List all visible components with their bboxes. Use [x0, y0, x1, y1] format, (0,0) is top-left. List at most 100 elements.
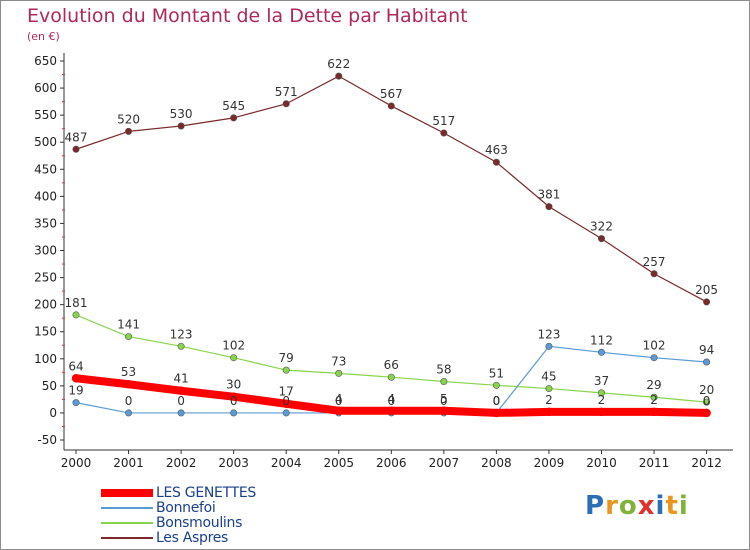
data-point: [334, 406, 343, 416]
data-label: 73: [331, 354, 346, 368]
data-point: [72, 399, 80, 407]
data-point: [649, 407, 659, 417]
x-tick-label: 2003: [218, 456, 249, 470]
x-tick-label: 2006: [376, 456, 407, 470]
legend-swatch: [101, 507, 153, 509]
data-label: 19: [68, 384, 83, 398]
legend-label: Bonsmoulins: [156, 515, 243, 531]
data-point: [177, 122, 185, 130]
legend-item: Bonsmoulins: [101, 515, 341, 531]
y-tick-label: 0: [49, 406, 57, 420]
data-point: [545, 342, 553, 350]
legend-swatch: [101, 537, 153, 539]
data-point: [72, 311, 80, 319]
data-label: 0: [282, 394, 290, 408]
x-tick-label: 2004: [271, 456, 302, 470]
logo-letter: t: [665, 491, 679, 521]
data-point: [282, 100, 290, 108]
y-tick-label: 500: [34, 135, 57, 149]
data-point: [597, 389, 605, 397]
data-label: 5: [440, 392, 448, 406]
data-label: 41: [173, 372, 188, 386]
y-tick-label: 250: [34, 271, 57, 285]
x-tick-label: 2009: [534, 456, 565, 470]
data-label: 4: [335, 392, 343, 406]
data-label: 257: [643, 255, 666, 269]
legend-label: Bonnefoi: [156, 500, 216, 516]
x-tick-label: 2001: [113, 456, 144, 470]
data-label: 2: [598, 393, 606, 407]
data-point: [492, 408, 501, 418]
legend-item: Les Aspres: [101, 530, 341, 546]
data-label: 30: [226, 378, 241, 392]
data-point: [387, 373, 395, 381]
x-tick-label: 2010: [586, 456, 617, 470]
data-label: 53: [121, 365, 136, 379]
data-point: [440, 378, 448, 386]
data-point: [125, 409, 133, 417]
data-label: 181: [65, 296, 88, 310]
data-point: [703, 358, 711, 366]
data-label: 0: [440, 394, 448, 408]
data-point: [597, 348, 605, 356]
data-label: 0: [125, 394, 133, 408]
legend-item: Bonnefoi: [101, 500, 341, 516]
data-label: 487: [65, 130, 88, 144]
data-label: 29: [646, 378, 661, 392]
x-tick-label: 2000: [61, 456, 92, 470]
data-label: 0: [387, 394, 395, 408]
data-point: [125, 127, 133, 135]
data-point: [125, 333, 133, 341]
y-tick-label: 200: [34, 298, 57, 312]
data-point: [230, 354, 238, 362]
data-point: [703, 398, 711, 406]
data-point: [703, 298, 711, 306]
logo-letter: i: [678, 491, 689, 521]
data-point: [124, 379, 133, 389]
data-point: [282, 366, 290, 374]
data-label: 622: [327, 57, 350, 71]
data-label: 51: [489, 366, 504, 380]
data-label: 463: [485, 143, 508, 157]
data-point: [545, 203, 553, 211]
y-tick-label: 600: [34, 81, 57, 95]
data-point: [282, 409, 290, 417]
data-point: [176, 386, 186, 395]
data-point: [387, 102, 395, 110]
data-label: 517: [432, 114, 455, 128]
data-point: [597, 235, 605, 243]
y-tick-label: 450: [34, 162, 57, 176]
data-point: [702, 408, 711, 418]
data-point: [230, 409, 238, 417]
legend-item: LES GENETTES: [101, 485, 341, 501]
y-tick-label: 550: [34, 108, 57, 122]
data-label: 102: [222, 339, 245, 353]
data-label: 58: [436, 363, 451, 377]
data-point: [650, 393, 658, 401]
data-label: 123: [170, 327, 193, 341]
x-tick-label: 2011: [639, 456, 670, 470]
legend-label: Les Aspres: [156, 530, 229, 546]
data-label: 2: [650, 393, 658, 407]
data-point: [544, 407, 554, 417]
legend-label: LES GENETTES: [156, 485, 256, 501]
logo-letter: P: [585, 491, 606, 521]
logo-letter: x: [637, 491, 656, 521]
data-label: 0: [177, 394, 185, 408]
data-point: [440, 129, 448, 137]
data-label: 45: [541, 370, 556, 384]
data-point: [230, 114, 238, 122]
data-point: [71, 374, 81, 383]
data-point: [177, 342, 185, 350]
y-tick-label: 350: [34, 216, 57, 230]
legend-swatch: [101, 522, 153, 524]
data-label: 2: [545, 393, 553, 407]
data-label: 37: [594, 374, 609, 388]
data-label: 0: [493, 394, 501, 408]
chart-subtitle: (en €): [27, 30, 60, 43]
x-tick-label: 2005: [323, 456, 354, 470]
data-label: 520: [117, 112, 140, 126]
data-label: 205: [695, 283, 718, 297]
